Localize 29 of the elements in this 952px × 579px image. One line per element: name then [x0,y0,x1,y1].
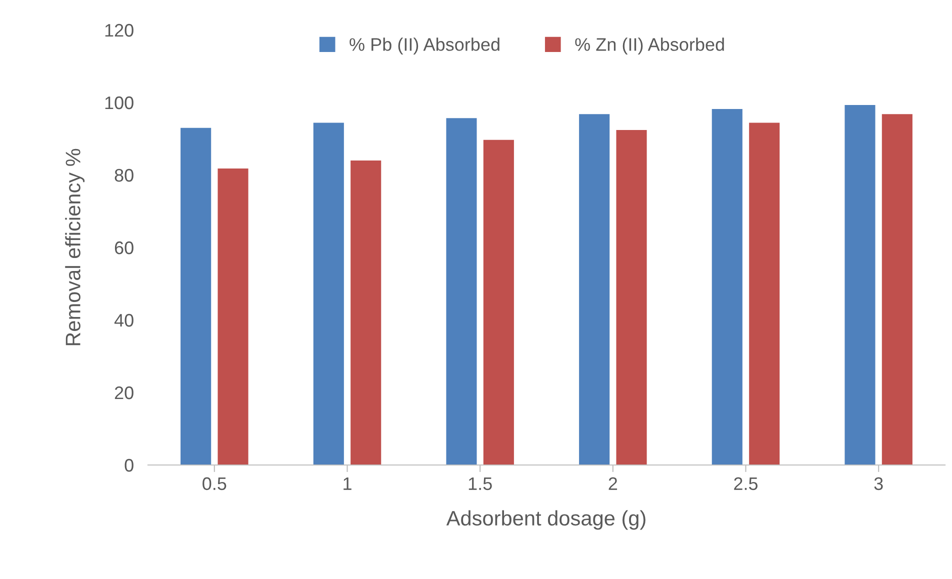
x-tick-label: 1.5 [468,477,492,490]
bar [218,168,248,465]
y-tick-label: 120 [105,24,134,37]
x-tick-label: 3 [874,477,883,490]
y-tick-label: 100 [105,96,134,110]
x-axis-title: Adsorbent dosage (g) [446,510,646,530]
bar [180,128,212,465]
bar [712,109,742,465]
bar [844,105,876,465]
bar [882,114,912,465]
y-tick-label: 40 [114,314,134,327]
x-tick-label: 1 [344,477,352,490]
legend-label: % Zn (II) Absorbed [575,38,724,54]
x-tick-label: 0.5 [202,477,226,490]
y-tick-label: 0 [124,458,134,472]
bar [350,160,382,465]
x-tick-label: 2 [608,477,618,490]
bar [446,118,477,465]
bar [313,122,344,465]
y-axis-title: Removal efficiency % [65,148,85,346]
bar [749,122,780,465]
bar [579,114,610,465]
y-tick-label: 20 [114,386,134,400]
y-tick-label: 60 [114,241,134,254]
legend-label: % Pb (II) Absorbed [350,38,500,54]
x-tick-label: 2.5 [734,477,758,490]
bar [616,130,647,465]
y-tick-label: 80 [114,168,134,182]
bar [483,140,514,465]
